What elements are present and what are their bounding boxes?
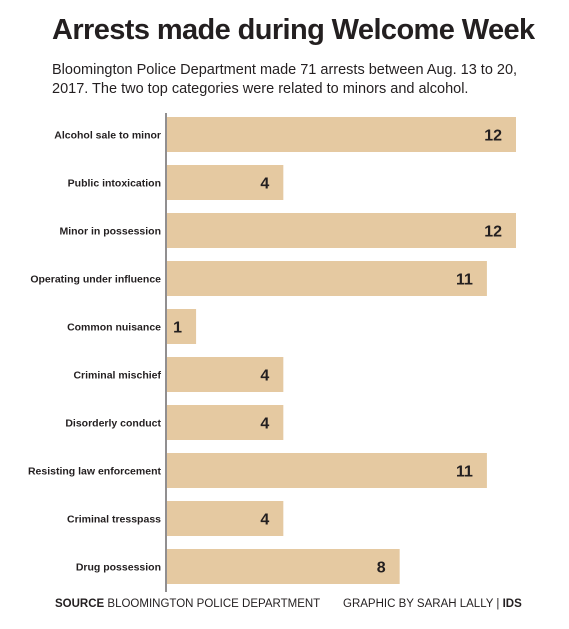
category-label: Alcohol sale to minor bbox=[54, 130, 161, 142]
value-label: 12 bbox=[484, 224, 502, 241]
value-label: 8 bbox=[377, 560, 386, 577]
category-label: Criminal mischief bbox=[73, 370, 161, 382]
bar bbox=[167, 405, 284, 440]
credit-org: IDS bbox=[502, 598, 522, 610]
chart-subtitle: Bloomington Police Department made 71 ar… bbox=[52, 62, 518, 97]
bar bbox=[167, 165, 284, 200]
value-label: 11 bbox=[456, 272, 473, 289]
bar bbox=[167, 261, 487, 296]
category-label: Drug possession bbox=[76, 562, 161, 574]
value-label: 4 bbox=[260, 512, 269, 529]
bars-layer: Alcohol sale to minor 12 Public intoxicati… bbox=[28, 117, 516, 584]
category-label: Common nuisance bbox=[67, 322, 161, 334]
source-label: SOURCE bbox=[55, 598, 105, 610]
bar bbox=[167, 549, 400, 584]
bar bbox=[167, 453, 487, 488]
category-label: Public intoxication bbox=[68, 178, 161, 190]
value-label: 12 bbox=[484, 128, 502, 145]
credit-text: GRAPHIC BY SARAH LALLY bbox=[343, 598, 494, 610]
value-label: 4 bbox=[260, 368, 269, 385]
category-label: Disorderly conduct bbox=[65, 418, 161, 430]
category-label: Resisting law enforcement bbox=[28, 466, 162, 478]
value-label: 4 bbox=[260, 176, 269, 193]
category-label: Operating under influence bbox=[30, 274, 161, 286]
bar bbox=[167, 117, 516, 152]
bar bbox=[167, 213, 516, 248]
source-note: SOURCE BLOOMINGTON POLICE DEPARTMENT bbox=[55, 598, 320, 610]
value-label: 4 bbox=[260, 416, 269, 433]
graphic-credit: GRAPHIC BY SARAH LALLY | IDS bbox=[343, 598, 522, 610]
credit-divider: | bbox=[496, 598, 500, 610]
category-label: Criminal tresspass bbox=[67, 514, 161, 526]
category-label: Minor in possession bbox=[59, 226, 161, 238]
chart-title: Arrests made during Welcome Week bbox=[52, 14, 535, 46]
source-text: BLOOMINGTON POLICE DEPARTMENT bbox=[107, 598, 321, 610]
value-label: 11 bbox=[456, 464, 473, 481]
bar bbox=[167, 309, 197, 344]
bar bbox=[167, 357, 284, 392]
value-label: 1 bbox=[173, 320, 182, 337]
bar bbox=[167, 501, 284, 536]
